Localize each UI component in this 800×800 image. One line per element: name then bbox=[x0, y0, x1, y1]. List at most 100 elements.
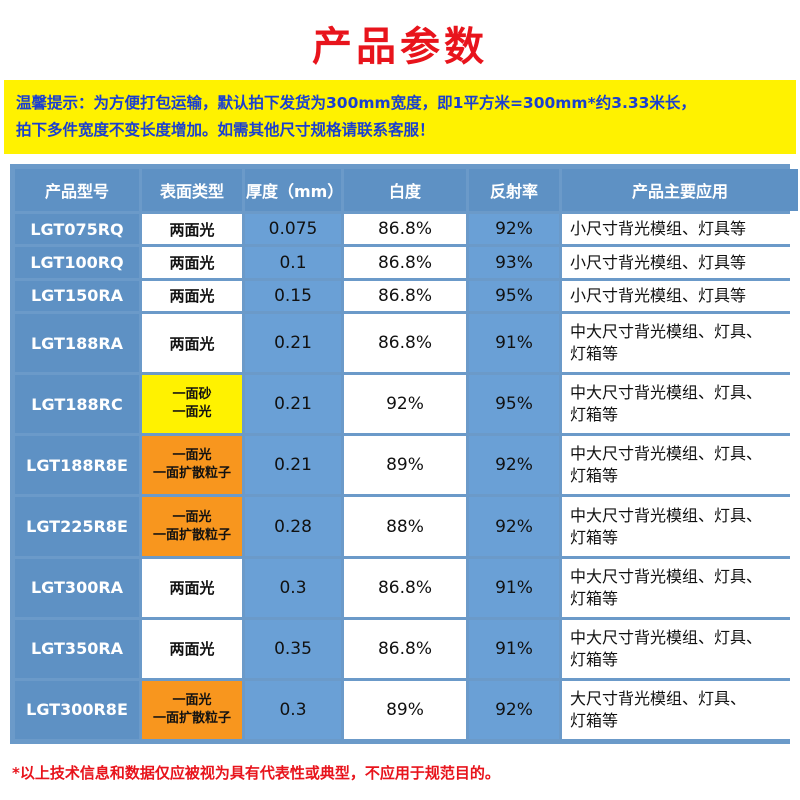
cell-reflectance: 91% bbox=[469, 314, 559, 373]
cell-surface: 一面光 一面扩散粒子 bbox=[142, 436, 242, 495]
header-whiteness: 白度 bbox=[344, 169, 466, 211]
cell-whiteness: 86.8% bbox=[344, 214, 466, 245]
cell-reflectance: 92% bbox=[469, 436, 559, 495]
cell-application: 中大尺寸背光模组、灯具、 灯箱等 bbox=[562, 314, 798, 373]
cell-reflectance: 92% bbox=[469, 680, 559, 739]
surface-line: 两面光 bbox=[169, 640, 215, 659]
spec-table-container: 产品型号 表面类型 厚度（mm） 白度 反射率 产品主要应用 LGT075RQ 两… bbox=[10, 164, 798, 744]
cell-surface: 两面光 bbox=[142, 247, 242, 278]
surface-line: 两面光 bbox=[169, 254, 215, 273]
cell-model: LGT075RQ bbox=[15, 214, 139, 245]
cell-surface: 两面光 bbox=[142, 619, 242, 678]
surface-line: 两面光 bbox=[169, 334, 215, 353]
header-thickness: 厚度（mm） bbox=[245, 169, 343, 211]
notice-line-2: 拍下多件宽度不变长度增加。如需其他尺寸规格请联系客服！ bbox=[16, 121, 435, 139]
surface-line: 两面光 bbox=[169, 220, 215, 239]
cell-thickness: 0.28 bbox=[245, 497, 341, 556]
cell-thickness: 0.35 bbox=[245, 619, 341, 678]
cell-thickness: 0.075 bbox=[245, 214, 341, 245]
cell-application: 小尺寸背光模组、灯具等 bbox=[562, 280, 798, 312]
cell-whiteness: 86.8% bbox=[344, 314, 466, 373]
surface-line: 两面光 bbox=[169, 287, 215, 306]
table-body: LGT075RQ 两面光 0.075 86.8% 92% 小尺寸背光模组、灯具等 LGT10… bbox=[15, 214, 798, 739]
application-line: 中大尺寸背光模组、灯具、 bbox=[570, 322, 763, 342]
cell-whiteness: 88% bbox=[344, 497, 466, 556]
header-application: 产品主要应用 bbox=[562, 169, 798, 211]
surface-line: 一面光 bbox=[172, 692, 212, 708]
cell-model: LGT150RA bbox=[15, 280, 139, 312]
shipping-notice: 温馨提示：为方便打包运输，默认拍下发货为300mm宽度，即1平方米=300mm*… bbox=[4, 80, 796, 154]
table-row: LGT188R8E 一面光 一面扩散粒子 0.21 89% 92% 中大尺寸背光模组、灯具、… bbox=[15, 436, 798, 495]
page-title: 产品参数 bbox=[312, 24, 488, 70]
cell-application: 中大尺寸背光模组、灯具、 灯箱等 bbox=[562, 497, 798, 556]
application-line: 大尺寸背光模组、灯具、 bbox=[570, 688, 747, 708]
cell-thickness: 0.3 bbox=[245, 680, 341, 739]
cell-reflectance: 95% bbox=[469, 375, 559, 434]
application-line: 小尺寸背光模组、灯具等 bbox=[570, 219, 747, 239]
cell-surface: 两面光 bbox=[142, 314, 242, 373]
cell-surface: 一面砂 一面光 bbox=[142, 375, 242, 434]
cell-whiteness: 86.8% bbox=[344, 280, 466, 312]
cell-application: 大尺寸背光模组、灯具、 灯箱等 bbox=[562, 680, 798, 739]
cell-surface: 两面光 bbox=[142, 214, 242, 245]
cell-thickness: 0.21 bbox=[245, 436, 341, 495]
application-line: 灯箱等 bbox=[570, 649, 619, 669]
table-row: LGT188RA 两面光 0.21 86.8% 91% 中大尺寸背光模组、灯具、 灯箱等 bbox=[15, 314, 798, 373]
cell-application: 中大尺寸背光模组、灯具、 灯箱等 bbox=[562, 375, 798, 434]
cell-whiteness: 86.8% bbox=[344, 558, 466, 617]
cell-application: 中大尺寸背光模组、灯具、 灯箱等 bbox=[562, 619, 798, 678]
cell-thickness: 0.3 bbox=[245, 558, 341, 617]
table-row: LGT300R8E 一面光 一面扩散粒子 0.3 89% 92% 大尺寸背光模组、灯具、 灯箱… bbox=[15, 680, 798, 739]
table-row: LGT150RA 两面光 0.15 86.8% 95% 小尺寸背光模组、灯具等 bbox=[15, 280, 798, 312]
disclaimer-footnote: *以上技术信息和数据仅应被视为具有代表性或典型，不应用于规范目的。 bbox=[12, 764, 500, 782]
application-line: 小尺寸背光模组、灯具等 bbox=[570, 252, 747, 272]
cell-surface: 两面光 bbox=[142, 558, 242, 617]
cell-whiteness: 89% bbox=[344, 436, 466, 495]
surface-line: 一面扩散粒子 bbox=[152, 527, 231, 543]
cell-model: LGT300R8E bbox=[15, 680, 139, 739]
surface-line: 一面光 bbox=[172, 405, 212, 421]
cell-model: LGT188R8E bbox=[15, 436, 139, 495]
cell-whiteness: 89% bbox=[344, 680, 466, 739]
cell-model: LGT100RQ bbox=[15, 247, 139, 278]
application-line: 中大尺寸背光模组、灯具、 bbox=[570, 444, 763, 464]
surface-line: 两面光 bbox=[169, 579, 215, 598]
cell-reflectance: 92% bbox=[469, 497, 559, 556]
notice-line-1: 温馨提示：为方便打包运输，默认拍下发货为300mm宽度，即1平方米=300mm*… bbox=[16, 94, 696, 112]
application-line: 中大尺寸背光模组、灯具、 bbox=[570, 505, 763, 525]
application-line: 灯箱等 bbox=[570, 405, 619, 425]
table-row: LGT075RQ 两面光 0.075 86.8% 92% 小尺寸背光模组、灯具等 bbox=[15, 214, 798, 245]
cell-thickness: 0.1 bbox=[245, 247, 341, 278]
cell-model: LGT300RA bbox=[15, 558, 139, 617]
cell-whiteness: 86.8% bbox=[344, 247, 466, 278]
surface-line: 一面光 bbox=[172, 509, 212, 525]
header-model: 产品型号 bbox=[15, 169, 139, 211]
cell-application: 小尺寸背光模组、灯具等 bbox=[562, 214, 798, 245]
header-surface: 表面类型 bbox=[142, 169, 242, 211]
spec-table: 产品型号 表面类型 厚度（mm） 白度 反射率 产品主要应用 LGT075RQ 两… bbox=[12, 166, 800, 742]
table-row: LGT300RA 两面光 0.3 86.8% 91% 中大尺寸背光模组、灯具、 灯箱等 bbox=[15, 558, 798, 617]
cell-thickness: 0.21 bbox=[245, 314, 341, 373]
cell-surface: 一面光 一面扩散粒子 bbox=[142, 680, 242, 739]
application-line: 灯箱等 bbox=[570, 710, 619, 730]
application-line: 中大尺寸背光模组、灯具、 bbox=[570, 627, 763, 647]
table-row: LGT100RQ 两面光 0.1 86.8% 93% 小尺寸背光模组、灯具等 bbox=[15, 247, 798, 278]
application-line: 灯箱等 bbox=[570, 344, 619, 364]
cell-application: 中大尺寸背光模组、灯具、 灯箱等 bbox=[562, 436, 798, 495]
surface-line: 一面扩散粒子 bbox=[152, 466, 231, 482]
cell-application: 中大尺寸背光模组、灯具、 灯箱等 bbox=[562, 558, 798, 617]
cell-whiteness: 86.8% bbox=[344, 619, 466, 678]
cell-whiteness: 92% bbox=[344, 375, 466, 434]
application-line: 灯箱等 bbox=[570, 527, 619, 547]
cell-reflectance: 91% bbox=[469, 558, 559, 617]
table-row: LGT350RA 两面光 0.35 86.8% 91% 中大尺寸背光模组、灯具、 灯箱等 bbox=[15, 619, 798, 678]
cell-reflectance: 93% bbox=[469, 247, 559, 278]
application-line: 灯箱等 bbox=[570, 588, 619, 608]
cell-model: LGT350RA bbox=[15, 619, 139, 678]
header-reflectance: 反射率 bbox=[469, 169, 559, 211]
application-line: 灯箱等 bbox=[570, 466, 619, 486]
surface-line: 一面光 bbox=[172, 448, 212, 464]
application-line: 中大尺寸背光模组、灯具、 bbox=[570, 383, 763, 403]
application-line: 小尺寸背光模组、灯具等 bbox=[570, 285, 747, 305]
cell-surface: 一面光 一面扩散粒子 bbox=[142, 497, 242, 556]
